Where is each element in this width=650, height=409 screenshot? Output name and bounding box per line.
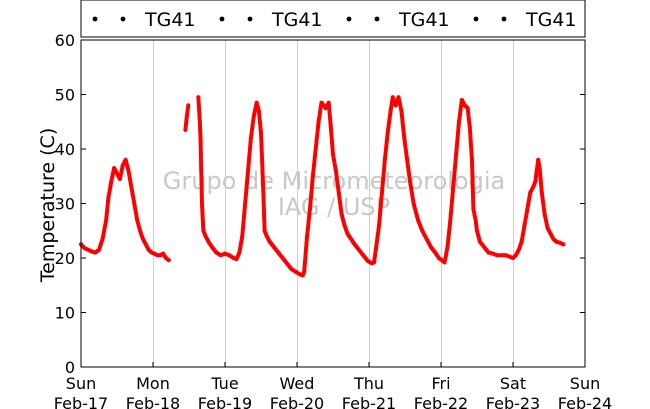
- y-tick-label: 0: [65, 358, 75, 377]
- legend-marker: [219, 16, 225, 22]
- y-tick-label: 10: [55, 304, 75, 323]
- watermark-line-2: IAG / USP: [278, 193, 390, 221]
- y-tick-label: 50: [55, 86, 75, 105]
- x-tick-day-label: Thu: [353, 374, 384, 393]
- legend-marker: [473, 16, 479, 22]
- legend: TG41 TG41 TG41 TG41: [80, 0, 586, 38]
- data-point: [166, 258, 171, 263]
- legend-label: TG41: [271, 9, 323, 31]
- x-tick-day-label: Wed: [280, 374, 315, 393]
- x-tick-date-label: Feb-18: [126, 394, 180, 409]
- data-point: [561, 242, 566, 247]
- x-tick-day-label: Fri: [431, 374, 450, 393]
- x-tick-date-label: Feb-24: [558, 394, 612, 409]
- x-tick-day-label: Sun: [570, 374, 600, 393]
- x-tick-day-label: Mon: [136, 374, 170, 393]
- y-tick-label: 30: [55, 195, 75, 214]
- y-axis: 0 10 20 30 40 50 60: [55, 31, 585, 377]
- legend-box: [80, 0, 586, 38]
- x-tick-date-label: Feb-20: [270, 394, 324, 409]
- x-tick-date-label: Feb-17: [54, 394, 108, 409]
- data-points: [78, 95, 566, 278]
- data-point: [186, 103, 191, 108]
- x-tick-day-label: Sun: [66, 374, 96, 393]
- x-tick-day-label: Sat: [500, 374, 526, 393]
- watermark: Grupo de Micrometeorologia IAG / USP: [163, 167, 505, 221]
- x-axis: SunFeb-17MonFeb-18TueFeb-19WedFeb-20ThuF…: [54, 362, 612, 409]
- legend-marker: [120, 16, 126, 22]
- legend-marker: [247, 16, 253, 22]
- legend-marker: [92, 16, 98, 22]
- grid: [153, 40, 514, 367]
- legend-marker: [374, 16, 380, 22]
- y-tick-label: 40: [55, 140, 75, 159]
- legend-label: TG41: [525, 9, 577, 31]
- legend-marker: [346, 16, 352, 22]
- x-tick-date-label: Feb-23: [486, 394, 540, 409]
- legend-label: TG41: [398, 9, 450, 31]
- y-axis-label: Temperature (C): [37, 128, 59, 284]
- legend-marker: [501, 16, 507, 22]
- y-tick-label: 60: [55, 31, 75, 50]
- x-tick-date-label: Feb-19: [198, 394, 252, 409]
- legend-label: TG41: [144, 9, 196, 31]
- y-tick-label: 20: [55, 249, 75, 268]
- x-tick-date-label: Feb-21: [342, 394, 396, 409]
- x-tick-date-label: Feb-22: [414, 394, 468, 409]
- x-tick-day-label: Tue: [210, 374, 238, 393]
